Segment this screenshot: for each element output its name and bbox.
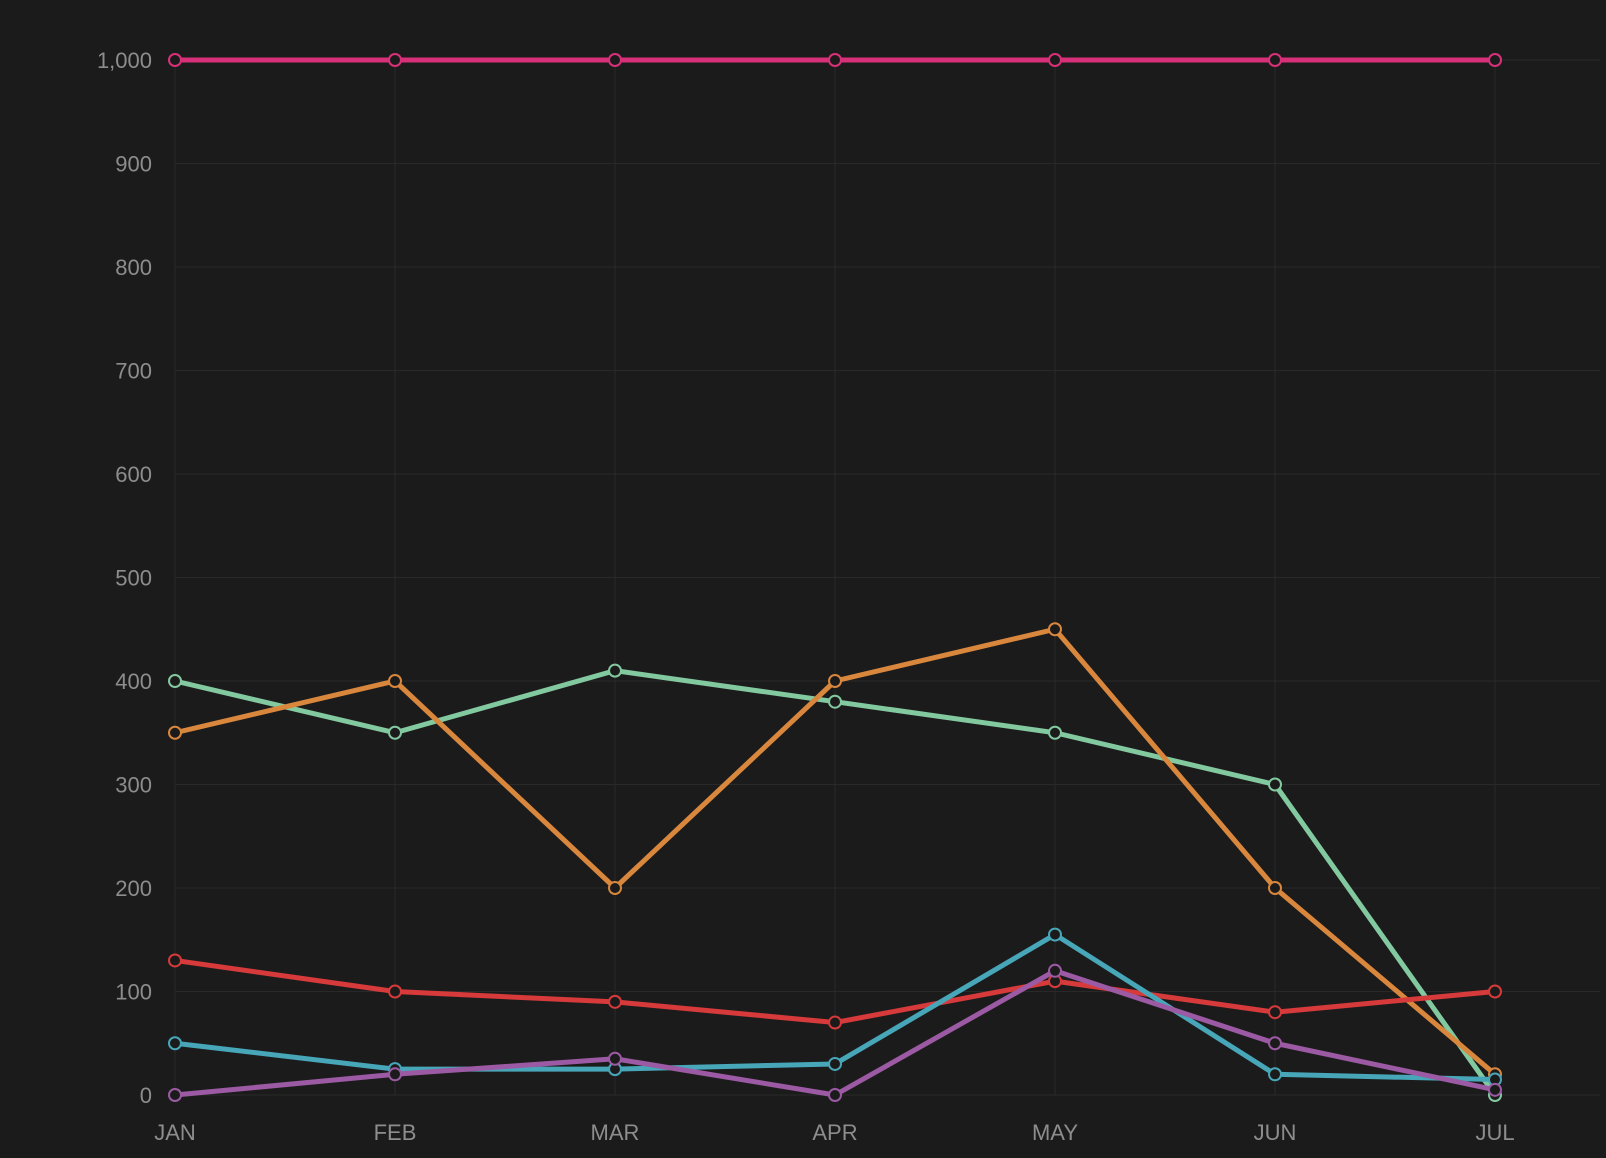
data-point[interactable] [608, 1051, 622, 1066]
data-point[interactable] [608, 663, 622, 678]
data-point[interactable] [828, 1056, 842, 1071]
y-tick-label: 700 [115, 359, 152, 384]
data-point[interactable] [168, 953, 182, 968]
x-tick-label: MAR [591, 1120, 640, 1145]
y-tick-label: 500 [115, 566, 152, 591]
y-tick-label: 400 [115, 669, 152, 694]
x-tick-label: JUL [1475, 1120, 1514, 1145]
data-point[interactable] [1048, 622, 1062, 637]
data-point[interactable] [168, 725, 182, 740]
data-point[interactable] [1488, 53, 1502, 67]
x-tick-label: JAN [154, 1120, 196, 1145]
x-tick-label: MAY [1032, 1120, 1078, 1145]
data-point[interactable] [168, 1036, 182, 1051]
data-point[interactable] [1488, 984, 1502, 999]
data-point[interactable] [1048, 53, 1062, 67]
data-point[interactable] [1048, 927, 1062, 942]
data-point[interactable] [168, 1088, 182, 1102]
data-point[interactable] [608, 994, 622, 1009]
y-tick-label: 200 [115, 876, 152, 901]
data-point[interactable] [1268, 1067, 1282, 1082]
series-2 [168, 663, 1502, 1102]
data-point[interactable] [388, 984, 402, 999]
data-point[interactable] [828, 1088, 842, 1102]
data-point[interactable] [828, 674, 842, 688]
y-tick-label: 300 [115, 773, 152, 798]
y-tick-label: 1,000 [97, 48, 152, 73]
data-point[interactable] [1268, 1005, 1282, 1020]
x-tick-label: JUN [1254, 1120, 1297, 1145]
series-group [168, 53, 1502, 1102]
data-point[interactable] [1268, 1036, 1282, 1051]
data-point[interactable] [388, 674, 402, 688]
data-point[interactable] [608, 881, 622, 895]
series-4 [168, 953, 1502, 1030]
data-point[interactable] [388, 1067, 402, 1082]
x-axis: JAN FEB MAR APR MAY JUN JUL [154, 1120, 1514, 1145]
data-point[interactable] [828, 694, 842, 709]
data-point[interactable] [168, 53, 182, 67]
y-tick-label: 0 [140, 1083, 152, 1108]
x-tick-label: FEB [374, 1120, 417, 1145]
data-point[interactable] [1488, 1082, 1502, 1097]
data-point[interactable] [388, 725, 402, 740]
series-3 [168, 622, 1502, 1082]
data-point[interactable] [1268, 777, 1282, 792]
y-tick-label: 900 [115, 152, 152, 177]
data-point[interactable] [168, 674, 182, 688]
data-point[interactable] [608, 53, 622, 67]
data-point[interactable] [1048, 725, 1062, 740]
series-1 [168, 53, 1502, 67]
y-tick-label: 600 [115, 462, 152, 487]
y-tick-label: 800 [115, 255, 152, 280]
data-point[interactable] [828, 1015, 842, 1030]
data-point[interactable] [388, 53, 402, 67]
series-6 [168, 963, 1502, 1102]
data-point[interactable] [1268, 881, 1282, 895]
x-tick-label: APR [812, 1120, 857, 1145]
data-point[interactable] [828, 53, 842, 67]
data-point[interactable] [1268, 53, 1282, 67]
y-axis: 0 100 200 300 400 500 600 700 800 900 1,000 [97, 48, 152, 1108]
data-point[interactable] [1048, 963, 1062, 978]
y-tick-label: 100 [115, 980, 152, 1005]
